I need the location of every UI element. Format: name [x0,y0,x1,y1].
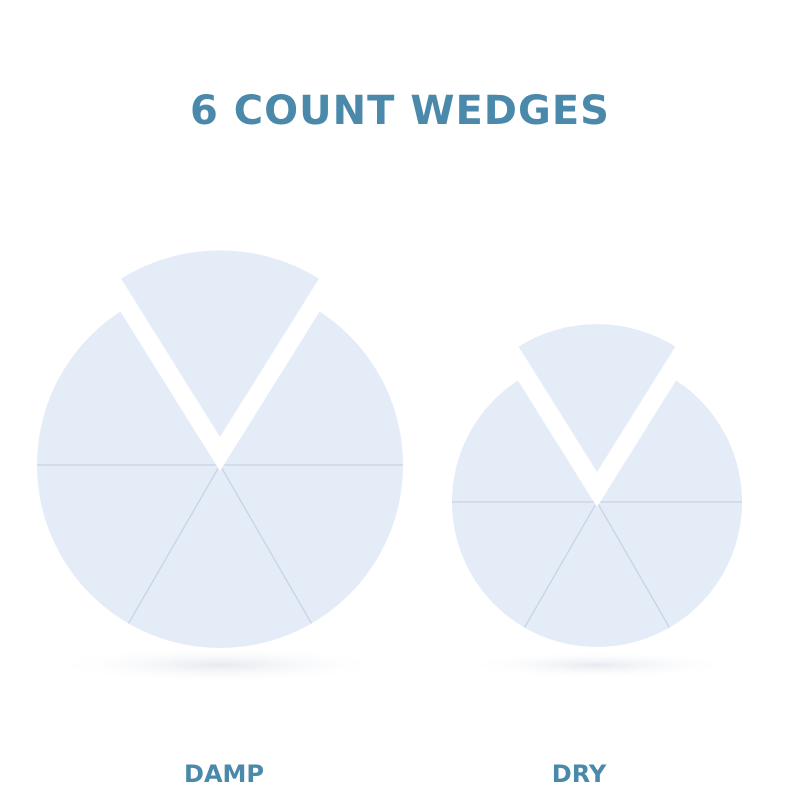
seam-line [219,464,313,624]
damp-shadow [50,647,390,683]
dry-sponge [452,324,742,647]
seam-line [596,501,671,628]
seam-line [523,501,598,628]
seam-line [127,464,221,624]
lifted-wedge [121,250,319,437]
damp-label: DAMP [184,760,264,788]
dry-shadow [462,651,732,679]
damp-sponge [37,250,403,648]
dry-label: DRY [551,760,607,788]
lifted-wedge [518,324,676,472]
page-title: 6 COUNT WEDGES [190,88,610,134]
